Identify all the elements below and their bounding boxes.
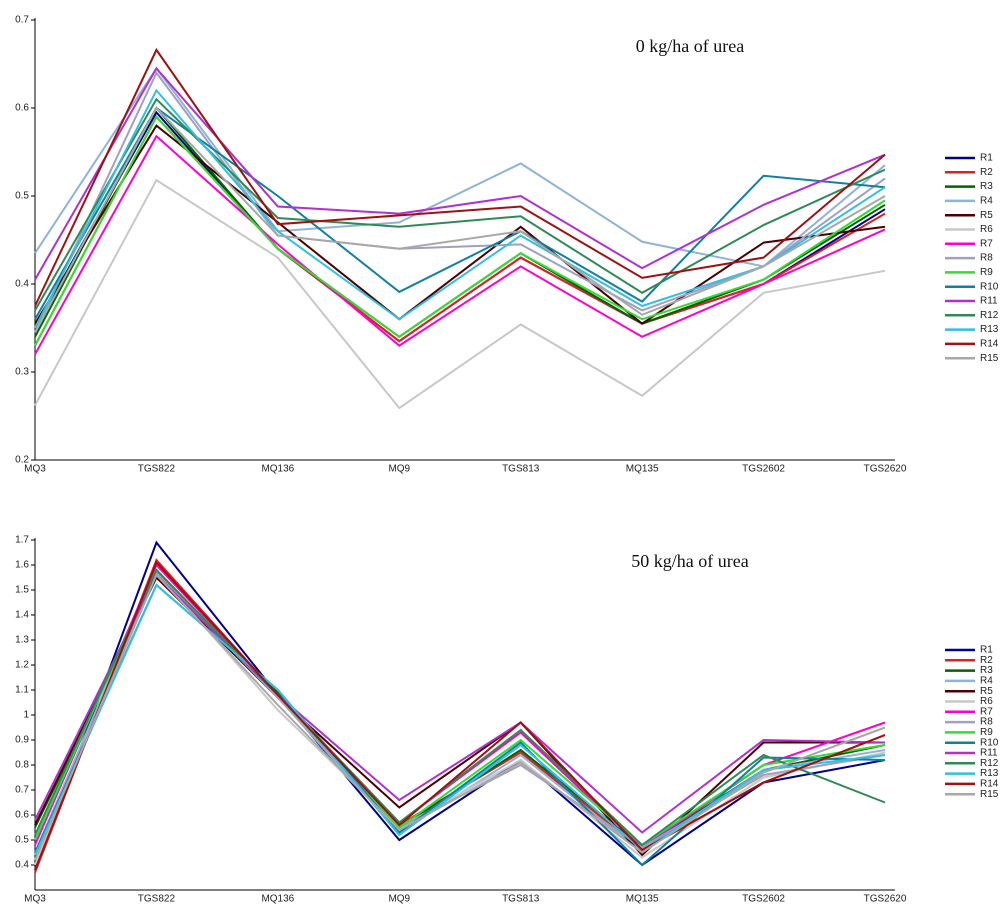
series-line (34, 575, 885, 857)
x-tick-label: TGS2620 (864, 894, 907, 905)
legend-label: R1 (980, 645, 993, 656)
y-tick-label: 0.9 (15, 735, 29, 746)
x-tick-label: TGS813 (502, 464, 540, 475)
series-line (34, 97, 886, 311)
legend-label: R10 (980, 737, 999, 748)
legend-label: R8 (980, 717, 993, 728)
y-tick-label: 0.2 (15, 455, 29, 466)
series-line (34, 583, 886, 856)
series-line (34, 106, 886, 320)
legend-label: R2 (980, 167, 993, 178)
x-tick-label: MQ9 (388, 894, 410, 905)
x-tick-label: TGS2602 (742, 894, 785, 905)
x-tick-label: MQ135 (626, 464, 659, 475)
y-tick-label: 1.1 (15, 685, 29, 696)
legend-label: R12 (980, 310, 999, 321)
legend-label: R10 (980, 281, 999, 292)
legend-label: R3 (980, 665, 993, 676)
x-tick-label: TGS822 (138, 894, 176, 905)
x-tick-label: TGS822 (138, 464, 176, 475)
series-line (34, 568, 886, 847)
legend-label: R7 (980, 238, 993, 249)
y-tick-label: 0.8 (15, 760, 29, 771)
legend-label: R6 (980, 696, 993, 707)
x-tick-label: TGS813 (502, 894, 540, 905)
legend-label: R6 (980, 224, 993, 235)
y-tick-label: 1.4 (15, 610, 29, 621)
series-line (34, 178, 886, 410)
legend-label: R5 (980, 686, 993, 697)
series-line (34, 575, 886, 849)
y-tick-label: 0.7 (15, 785, 29, 796)
y-tick-label: 0.6 (15, 103, 29, 114)
legend-label: R15 (980, 353, 999, 364)
legend-label: R1 (980, 153, 993, 164)
series-line (34, 570, 886, 861)
series-line (34, 563, 886, 849)
series-line (34, 47, 886, 307)
legend-label: R7 (980, 706, 993, 717)
legend-label: R12 (980, 758, 999, 769)
x-tick-label: MQ136 (261, 464, 294, 475)
legend-label: R15 (980, 789, 999, 800)
legend-label: R8 (980, 253, 993, 264)
legend-label: R4 (980, 196, 993, 207)
series-line (34, 540, 886, 871)
legend-label: R13 (980, 768, 999, 779)
legend-label: R11 (980, 748, 998, 759)
series-line (34, 568, 886, 854)
series-line (34, 568, 886, 847)
series-line (34, 88, 886, 329)
series-line (34, 115, 886, 347)
y-tick-label: 0.4 (15, 279, 29, 290)
series-line (34, 134, 886, 355)
x-tick-label: MQ3 (24, 894, 46, 905)
y-tick-label: 1.2 (15, 660, 29, 671)
chart-title: 0 kg/ha of urea (636, 36, 744, 56)
x-tick-label: TGS2602 (742, 464, 785, 475)
legend-label: R11 (980, 296, 998, 307)
x-tick-label: MQ3 (24, 464, 46, 475)
x-tick-label: TGS2620 (864, 464, 907, 475)
legend-label: R14 (980, 339, 999, 350)
legend-label: R2 (980, 655, 993, 666)
x-tick-label: MQ136 (261, 894, 294, 905)
x-tick-label: MQ135 (626, 894, 659, 905)
y-tick-label: 1.5 (15, 585, 29, 596)
legend-label: R9 (980, 267, 993, 278)
y-tick-label: 0.5 (15, 835, 29, 846)
series-line (34, 570, 886, 866)
y-tick-label: 1.7 (15, 535, 29, 546)
series-line (34, 115, 886, 347)
legend-label: R5 (980, 210, 993, 221)
series-line (34, 573, 886, 861)
series-line (34, 66, 886, 268)
y-tick-label: 0.3 (15, 367, 29, 378)
y-tick-label: 0.5 (15, 191, 29, 202)
chart-title: 50 kg/ha of urea (631, 551, 748, 571)
series-line (34, 124, 886, 325)
y-tick-label: 1.6 (15, 560, 29, 571)
legend-label: R13 (980, 324, 999, 335)
series-line (34, 583, 886, 867)
series-line (34, 106, 886, 333)
y-tick-label: 1 (23, 710, 29, 721)
y-tick-label: 1.3 (15, 635, 29, 646)
y-tick-label: 0.4 (15, 860, 29, 871)
series-line (34, 66, 886, 281)
legend-label: R9 (980, 727, 993, 738)
legend-label: R4 (980, 676, 993, 687)
legend-label: R14 (980, 779, 999, 790)
series-line (34, 560, 886, 871)
series-line (34, 573, 886, 834)
y-tick-label: 0.6 (15, 810, 29, 821)
series-line (34, 558, 886, 873)
y-tick-label: 0.7 (15, 15, 29, 26)
legend-label: R3 (980, 181, 993, 192)
x-tick-label: MQ9 (388, 464, 410, 475)
